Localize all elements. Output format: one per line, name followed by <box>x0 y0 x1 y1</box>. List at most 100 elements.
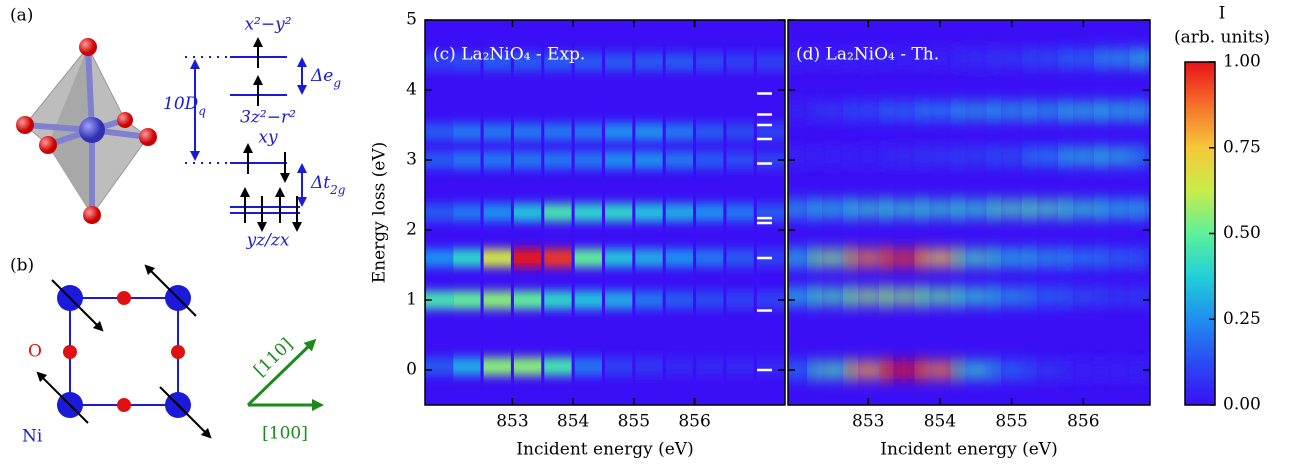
heat-cell <box>605 123 633 141</box>
heat-cell <box>1137 249 1150 267</box>
heat-cell <box>922 102 958 120</box>
heat-cell <box>788 102 815 120</box>
heat-cell <box>665 249 694 267</box>
heat-cell <box>1029 147 1066 166</box>
heat-cell <box>1029 287 1066 306</box>
heat-cell <box>957 147 994 166</box>
heat-cell <box>635 151 663 169</box>
heat-cell <box>957 49 994 68</box>
atoms <box>16 38 157 224</box>
heatmap <box>425 20 785 405</box>
heat-cell <box>726 53 754 71</box>
heat-cell <box>544 291 572 309</box>
y-tick-label: 2 <box>406 220 417 240</box>
heat-cell <box>788 147 815 166</box>
heat-cell <box>544 53 572 71</box>
splitting-sub: q <box>198 104 206 118</box>
heat-cell <box>922 147 958 166</box>
x-tick-label: 856 <box>678 412 710 432</box>
ni-spins <box>36 264 212 439</box>
heat-cell <box>544 249 572 267</box>
heat-cell <box>665 53 694 71</box>
heat-cell <box>1029 49 1066 68</box>
panel-a: (a) x²−y² 3z²−r² xy yz/zx 10Dq <box>10 6 346 251</box>
heat-cell <box>726 123 754 141</box>
heat-cell <box>726 151 754 169</box>
heat-cell <box>513 249 542 267</box>
heat-cell <box>635 291 663 309</box>
chart-title: (d) La₂NiO₄ - Th. <box>796 45 939 65</box>
heat-cell <box>788 287 815 306</box>
heat-cell <box>453 151 481 169</box>
frame <box>787 19 1151 406</box>
heat-cell <box>635 123 663 141</box>
heat-cell <box>922 200 958 218</box>
heat-cell <box>886 361 923 379</box>
heat-cell <box>513 123 542 141</box>
heat-cell <box>993 147 1030 166</box>
heat-cell <box>726 357 754 376</box>
colorbar-tick-label: 0.50 <box>1223 223 1261 243</box>
heat-cell <box>814 102 851 120</box>
heat-cell <box>483 203 511 222</box>
heat-cell <box>814 200 851 218</box>
heat-cell <box>696 123 724 141</box>
heat-cell <box>993 361 1030 379</box>
heat-cell <box>544 203 572 222</box>
heat-cell <box>788 49 815 68</box>
y-tick-label: 1 <box>406 290 417 310</box>
heat-cell <box>886 287 923 306</box>
x-tick-label: 853 <box>496 412 528 432</box>
colorbar-tick-label: 1.00 <box>1223 52 1261 72</box>
heat-cell <box>788 200 815 218</box>
splitting-sub: 2g <box>329 183 346 197</box>
heat-cell <box>635 203 663 222</box>
heat-cell <box>453 123 481 141</box>
heat-cell <box>993 102 1030 120</box>
heat-cell <box>513 291 542 309</box>
heat-cell <box>513 357 542 376</box>
x-tick-label: 854 <box>924 412 956 432</box>
heat-cell <box>425 249 454 267</box>
heat-cell <box>922 287 958 306</box>
heat-cell <box>1137 200 1150 218</box>
heat-cell <box>726 249 754 267</box>
x-axis-label: Incident energy (eV) <box>516 440 693 460</box>
heat-cell <box>665 203 694 222</box>
heat-cell <box>756 291 785 309</box>
splitting-sub: g <box>333 76 341 90</box>
heat-cell <box>483 123 511 141</box>
heat-cell <box>425 151 454 169</box>
heat-cell <box>483 249 511 267</box>
heat-cell <box>1137 287 1150 306</box>
heat-cell <box>453 357 481 376</box>
y-tick-label: 0 <box>406 360 417 380</box>
heat-cell <box>1101 102 1138 120</box>
heat-cell <box>574 123 602 141</box>
heat-cell <box>665 151 694 169</box>
x-tick-label: 854 <box>557 412 589 432</box>
heat-cell <box>1065 49 1102 68</box>
heat-cell <box>425 123 454 141</box>
orbital-label: 3z²−r² <box>240 108 296 128</box>
x-tick-label: 855 <box>618 412 650 432</box>
heat-cell <box>850 200 887 218</box>
heat-cell <box>726 291 754 309</box>
heat-cell <box>574 53 602 71</box>
heat-cell <box>453 53 481 71</box>
heat-cell <box>886 102 923 120</box>
heat-cell <box>696 151 724 169</box>
heat-cell <box>605 203 633 222</box>
heat-cell <box>1137 49 1150 68</box>
heat-cell <box>1101 49 1138 68</box>
heat-cell <box>1101 361 1138 379</box>
orbital-label: xy <box>258 128 278 148</box>
heat-cell <box>1137 361 1150 379</box>
x-axis-label: Incident energy (eV) <box>880 440 1057 460</box>
heat-cell <box>788 249 815 267</box>
heat-cell <box>425 291 454 309</box>
heat-cell <box>886 200 923 218</box>
heat-cell <box>574 291 602 309</box>
chart-title: (c) La₂NiO₄ - Exp. <box>433 45 585 65</box>
